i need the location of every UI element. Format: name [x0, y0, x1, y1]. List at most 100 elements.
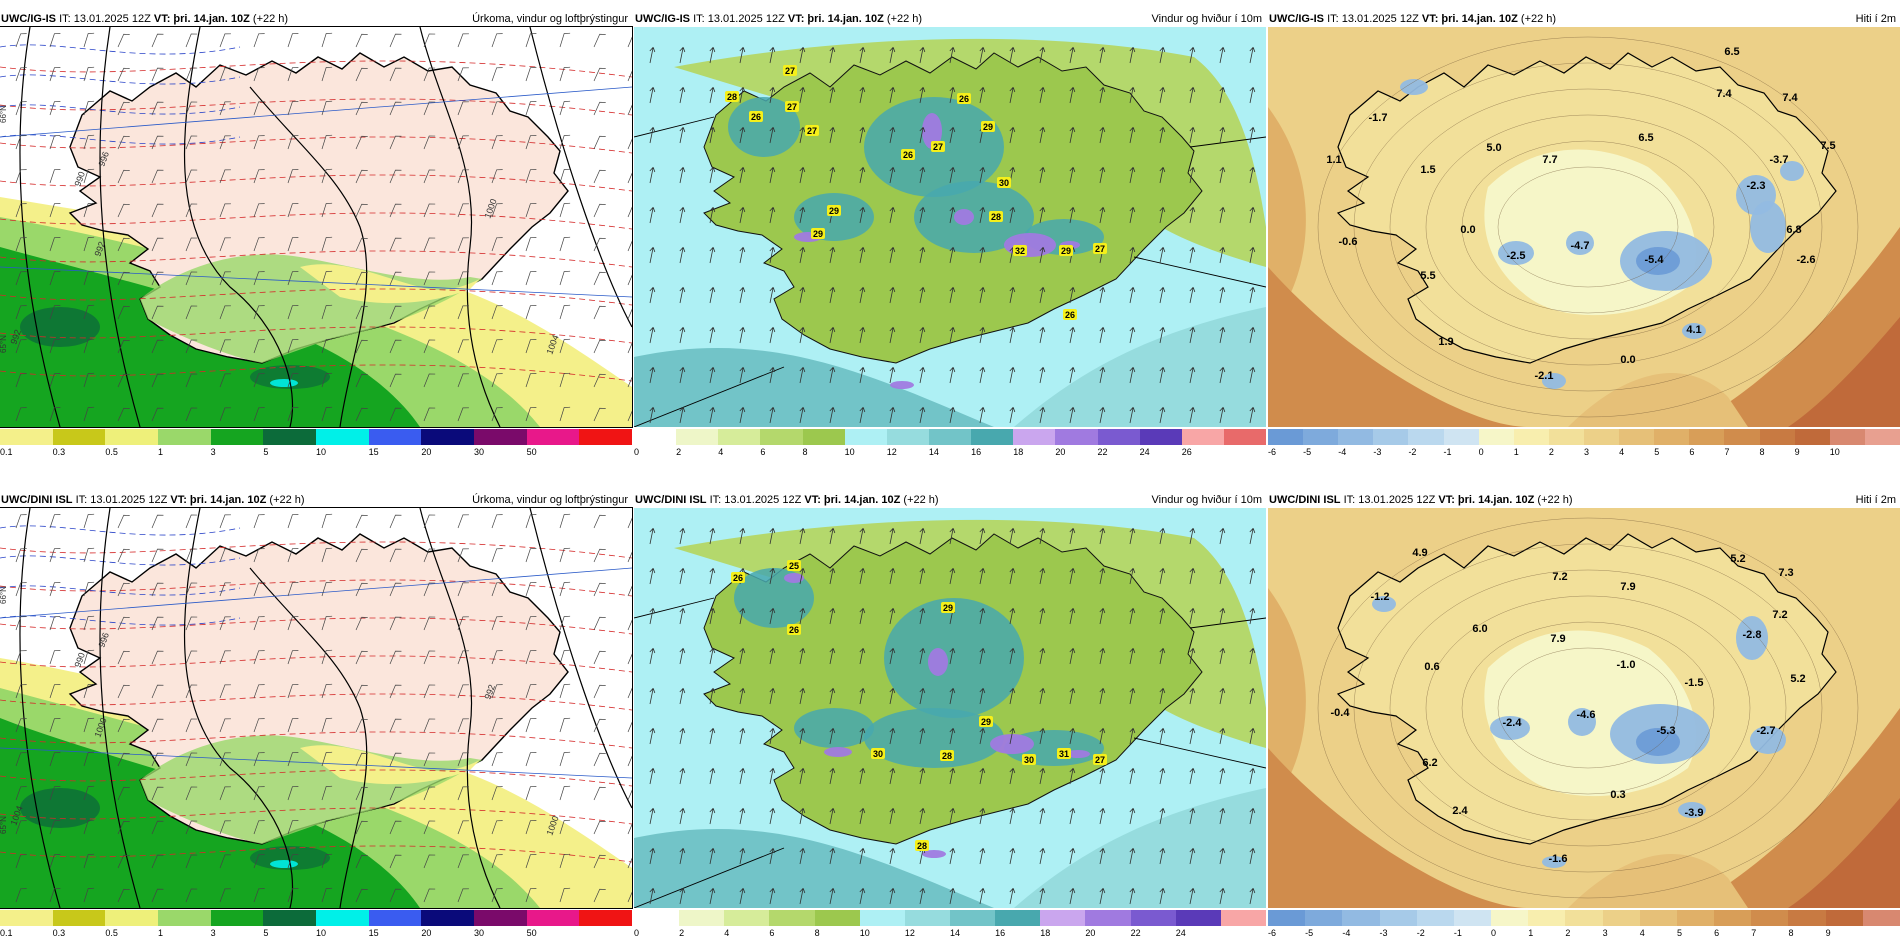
wind-arrow: [649, 648, 656, 665]
wind-arrow: [1039, 528, 1046, 545]
wind-arrow: [1159, 287, 1166, 304]
wind-arrow: [1009, 568, 1016, 585]
colorbar-tick-label: -4: [1338, 447, 1347, 457]
wind-arrow: [949, 568, 956, 585]
wind-barb: [287, 237, 299, 252]
wind-arrow: [979, 287, 986, 304]
colorbar-tick-label: 7: [1751, 928, 1757, 938]
colorbar-tick-label: -2: [1408, 447, 1417, 457]
model-name: UWC/DINI ISL: [1, 494, 73, 506]
colorbar-swatch: [158, 910, 211, 926]
wind-barb: [627, 585, 632, 597]
map-view[interactable]: 4.9 5.2 7.2 7.3 -1.2 7.9 7.2 6.0 7.9 -2.8 0.6 -1.0 5…: [1268, 508, 1900, 908]
wind-gust-zone: [990, 734, 1034, 754]
colorbar-tick-label: 9: [1825, 928, 1831, 938]
wind-barb: [287, 854, 299, 869]
colorbar-swatch: [634, 429, 677, 445]
wind-arrow: [769, 688, 776, 705]
wind-barb: [457, 718, 469, 733]
wind-arrow: [799, 87, 806, 104]
wind-arrow: [649, 127, 656, 144]
colorbar-tick-label: 8: [814, 928, 820, 938]
wind-barb: [355, 786, 368, 801]
wind-barb: [287, 888, 299, 903]
wind-arrow: [1039, 888, 1046, 905]
colorbar-tick-label: 50: [526, 447, 537, 457]
wind-arrow: [769, 608, 776, 625]
wind-barb: [219, 33, 231, 48]
map-view[interactable]: 6.5 7.4 7.4 -1.7 6.5 7.5 1.1 5.0 7.7 -3.7 1.5 -2.3 0…: [1268, 27, 1900, 427]
wind-arrow: [829, 287, 836, 304]
wind-arrow: [1249, 848, 1256, 865]
wind-arrow: [1009, 287, 1016, 304]
colorbar: [634, 910, 1266, 926]
wind-barb: [457, 684, 469, 699]
wind-arrow: [1249, 367, 1256, 384]
wind-arrow: [739, 47, 746, 64]
wind-barb: [491, 237, 503, 252]
wind-barb: [355, 101, 368, 116]
wind-barb: [627, 517, 632, 529]
wind-arrow: [1039, 87, 1046, 104]
map-view[interactable]: 28 27 27 26 27 29 26 27 29 26 30 28 32 29 29 27 26: [634, 27, 1266, 427]
wind-arrow: [649, 608, 656, 625]
wind-barb: [423, 548, 436, 563]
temperature-contour: [1425, 595, 1751, 821]
wind-arrow: [1159, 47, 1166, 64]
wind-barb: [593, 854, 606, 869]
colorbar-ticks: 0.1 0.3 0.5 1 3 5 10 15 20 30 50: [0, 928, 632, 940]
wind-barb: [389, 650, 402, 665]
wind-barb: [457, 854, 469, 869]
wind-barb: [491, 373, 503, 388]
wind-arrow: [1039, 768, 1046, 785]
wind-barb: [355, 650, 368, 665]
wind-barb: [559, 202, 571, 218]
map-view[interactable]: 992 996 1000 1004 992 990 66°N 65°N: [0, 26, 633, 428]
isobar-label: 992: [92, 240, 107, 258]
wind-arrow: [1159, 808, 1166, 825]
wind-barb: [457, 888, 469, 903]
wind-barb: [219, 407, 231, 422]
wind-arrow: [1189, 127, 1196, 144]
gust-badge: [811, 228, 825, 239]
colorbar-swatch: [1583, 429, 1620, 445]
map-view[interactable]: 1000 996 992 1000 1004 990 66°N 65°N: [0, 507, 633, 909]
wind-barb: [287, 616, 299, 631]
wind-arrow: [1249, 287, 1256, 304]
wind-barb: [83, 513, 95, 529]
colorbar-tick-label: 15: [368, 447, 379, 457]
map-view[interactable]: 26 25 26 29 29 30 28 30 31 27 28: [634, 508, 1266, 908]
wind-arrow: [1099, 888, 1106, 905]
wind-barb: [593, 33, 606, 48]
wind-barb: [559, 751, 571, 767]
colorbar-tick-label: 1: [1528, 928, 1534, 938]
wind-barb: [525, 582, 537, 597]
colorbar-swatch: [1013, 429, 1056, 445]
wind-barb: [219, 67, 231, 82]
wind-barb: [627, 274, 632, 286]
wind-arrow: [1129, 808, 1136, 825]
colorbar: [0, 910, 633, 926]
wind-arrow: [1249, 407, 1256, 424]
wind-arrow: [949, 287, 956, 304]
colorbar-swatch: [263, 429, 317, 445]
wind-barb: [423, 616, 436, 631]
wind-arrow: [829, 47, 836, 64]
wind-barb: [49, 548, 61, 563]
temperature-value: -3.7: [1770, 154, 1789, 166]
wind-barb: [185, 305, 198, 320]
wind-arrow: [859, 888, 866, 905]
wind-barb: [253, 305, 265, 320]
wind-arrow: [1189, 47, 1196, 64]
colorbar-tick-label: 14: [950, 928, 961, 938]
wind-barb: [355, 888, 368, 903]
wind-arrow: [799, 688, 806, 705]
gust-badge: [783, 65, 797, 76]
colorbar-swatch: [904, 910, 950, 926]
wind-barb: [83, 615, 95, 631]
gust-value: 29: [813, 229, 823, 239]
wind-barb: [389, 786, 402, 801]
wind-arrow: [829, 808, 836, 825]
wind-barb: [117, 616, 130, 631]
wind-layer: 28 27 27 26 27 29 26 27 29 26 30 28 32 29 29 27 26: [634, 27, 1266, 427]
